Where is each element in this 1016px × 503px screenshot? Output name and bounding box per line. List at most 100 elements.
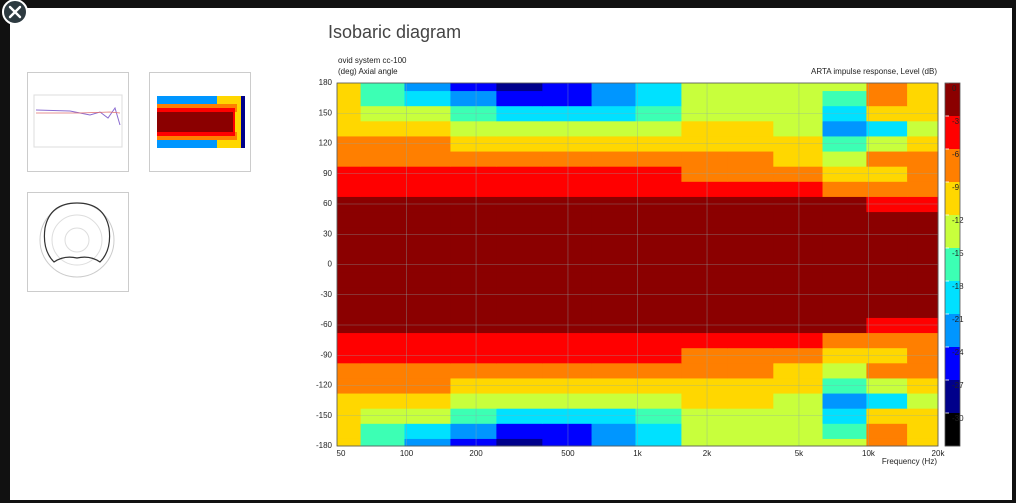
heat-cell <box>727 211 774 228</box>
heat-cell <box>681 272 728 288</box>
heat-cell <box>360 302 405 318</box>
heat-cell <box>822 181 867 197</box>
heat-cell <box>773 393 824 409</box>
heat-cell <box>450 181 497 197</box>
heat-cell <box>450 438 497 447</box>
heat-cell <box>866 120 908 137</box>
heat-cell <box>907 302 939 318</box>
heat-cell <box>681 393 728 409</box>
heat-cell <box>360 90 405 107</box>
heat-cell <box>591 332 636 349</box>
heat-cell <box>822 423 867 439</box>
heat-cell <box>404 90 451 107</box>
heat-cell <box>337 90 362 107</box>
heat-cell <box>404 151 451 167</box>
heat-cell <box>496 90 543 107</box>
heat-cell <box>727 438 774 447</box>
y-tick-label: 90 <box>323 169 332 178</box>
heat-cell <box>450 151 497 167</box>
heat-cell <box>907 90 939 107</box>
heat-cell <box>822 211 867 228</box>
heat-cell <box>337 393 362 409</box>
heat-cell <box>542 83 593 92</box>
heat-cell <box>822 362 867 379</box>
heat-cell <box>635 332 682 349</box>
colorbar-band <box>945 248 960 282</box>
heat-cell <box>404 83 451 92</box>
heat-cell <box>360 438 405 447</box>
heat-cell <box>496 332 543 349</box>
heat-cell <box>360 83 405 92</box>
thumbnail[interactable] <box>27 192 129 292</box>
thumbnail[interactable] <box>27 72 129 172</box>
y-tick-label: 60 <box>323 199 332 208</box>
heat-cell <box>496 302 543 318</box>
colorbar-tick-label: -18 <box>952 282 964 291</box>
heat-cell <box>635 438 682 447</box>
heat-cell <box>360 423 405 439</box>
heat-cell <box>450 362 497 379</box>
heat-cell <box>773 181 824 197</box>
heat-cell <box>907 241 939 258</box>
heat-cell <box>866 181 908 197</box>
heat-cell <box>496 83 543 92</box>
lightbox-title: Isobaric diagram <box>328 22 461 42</box>
y-tick-label: 150 <box>319 108 333 117</box>
y-tick-label: -30 <box>320 290 332 299</box>
heat-cell <box>337 241 362 258</box>
heat-cell <box>591 151 636 167</box>
heat-cell <box>635 181 682 197</box>
heat-cell <box>404 362 451 379</box>
heat-cell <box>773 90 824 107</box>
colorbar-band <box>945 314 960 348</box>
heat-cell <box>337 272 362 288</box>
heat-cell <box>360 151 405 167</box>
x-tick-label: 5k <box>795 449 804 458</box>
heat-cell <box>337 438 362 447</box>
heat-cell <box>337 83 362 92</box>
heat-cell <box>496 181 543 197</box>
x-tick-label: 100 <box>400 449 414 458</box>
heat-cell <box>542 211 593 228</box>
heat-cell <box>404 302 451 318</box>
heat-cell <box>727 423 774 439</box>
heat-cell <box>866 83 908 92</box>
heat-cell <box>404 393 451 409</box>
heat-cell <box>635 393 682 409</box>
heat-cell <box>404 332 451 349</box>
heat-cell <box>360 120 405 137</box>
heat-cell <box>727 241 774 258</box>
heat-cell <box>542 362 593 379</box>
heat-cell <box>727 120 774 137</box>
heat-cell <box>773 332 824 349</box>
y-tick-label: 30 <box>323 229 332 238</box>
heat-cell <box>450 423 497 439</box>
heat-cell <box>727 90 774 107</box>
colorbar-tick-label: -12 <box>952 216 964 225</box>
heat-cell <box>635 151 682 167</box>
heat-cell <box>337 362 362 379</box>
heat-cell <box>360 393 405 409</box>
heat-cell <box>496 438 543 447</box>
heat-cell <box>337 181 362 197</box>
heat-cell <box>591 362 636 379</box>
heat-cell <box>727 151 774 167</box>
heat-cell <box>542 302 593 318</box>
plot-frame <box>336 82 939 447</box>
heat-cell <box>337 423 362 439</box>
heat-cell <box>496 393 543 409</box>
thumbnail[interactable] <box>149 72 251 172</box>
heat-cell <box>866 151 908 167</box>
isobaric-chart: ovid system cc-100 (deg) Axial angle ART… <box>316 56 964 466</box>
heat-cell <box>337 211 362 228</box>
colorbar-tick-label: -15 <box>952 249 964 258</box>
heat-cell <box>727 362 774 379</box>
heat-cell <box>907 362 939 379</box>
close-button[interactable] <box>2 0 28 25</box>
heat-cell <box>496 211 543 228</box>
x-tick-label: 1k <box>633 449 642 458</box>
heat-cell <box>450 393 497 409</box>
heat-cell <box>404 423 451 439</box>
heat-cell <box>681 90 728 107</box>
